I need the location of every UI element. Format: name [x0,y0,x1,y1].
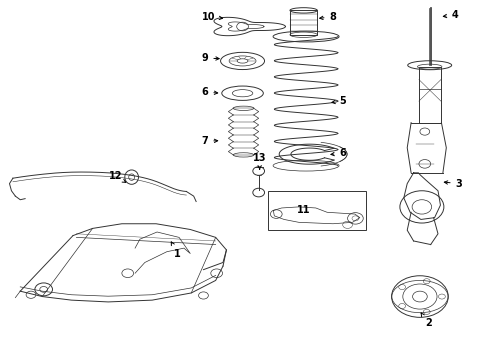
Text: 7: 7 [201,136,218,146]
Text: 8: 8 [319,12,337,22]
Text: 9: 9 [201,53,219,63]
Text: 2: 2 [421,313,432,328]
Text: 10: 10 [201,12,222,22]
Text: 1: 1 [171,242,181,258]
Bar [269,191,366,230]
Text: 12: 12 [109,171,126,182]
Text: 6: 6 [201,87,218,97]
Text: 4: 4 [443,10,459,20]
Text: 6: 6 [331,148,346,158]
Text: 13: 13 [253,153,267,169]
Bar [290,10,318,35]
Text: 5: 5 [332,96,346,106]
Text: 11: 11 [297,206,310,216]
Bar [419,67,441,123]
Text: 3: 3 [444,179,463,189]
